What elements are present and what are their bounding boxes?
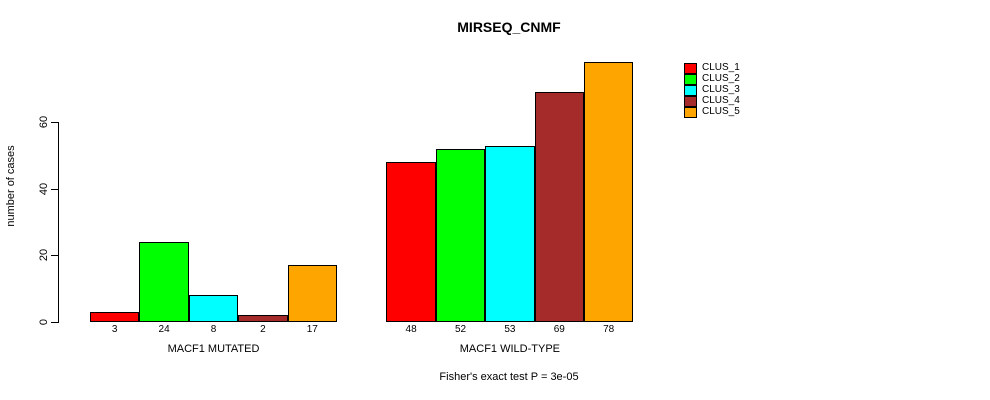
chart-title: MIRSEQ_CNMF [457, 19, 561, 35]
bar-value-label: 69 [553, 324, 565, 335]
bar-clus_2-group2 [435, 149, 486, 322]
y-tick-label-60: 60 [38, 115, 50, 129]
bar-value-label: 52 [454, 324, 467, 335]
y-axis-label: number of cases [5, 145, 17, 227]
bar-value-label: 24 [158, 324, 170, 335]
legend-swatch-clus_2 [684, 74, 697, 85]
y-tick-label-0: 0 [38, 318, 50, 326]
y-axis-line [58, 122, 59, 323]
bar-clus_4-group1 [238, 315, 288, 322]
bar-clus_4-group2 [534, 92, 584, 322]
y-tick-label-20: 20 [38, 248, 50, 262]
legend-label-clus_1: CLUS_1 [702, 62, 740, 73]
bar-clus_3-group1 [188, 295, 239, 322]
legend-label-clus_4: CLUS_4 [702, 95, 740, 106]
bar-clus_1-group2 [386, 162, 436, 322]
bar-value-label: 3 [111, 324, 118, 335]
legend-swatch-clus_1 [684, 63, 697, 74]
bar-clus_2-group1 [139, 242, 189, 322]
bar-clus_5-group2 [584, 62, 634, 322]
group-label-1: MACF1 MUTATED [167, 343, 260, 355]
bar-clus_5-group1 [287, 265, 337, 322]
legend-swatch-clus_5 [684, 107, 697, 118]
group-label-2: MACF1 WILD-TYPE [459, 343, 561, 355]
y-tick-20 [51, 255, 58, 256]
bar-value-label: 78 [603, 324, 615, 335]
y-tick-40 [51, 189, 58, 190]
y-tick-0 [51, 322, 58, 323]
bar-value-label: 53 [504, 324, 516, 335]
legend-label-clus_3: CLUS_3 [702, 84, 740, 95]
y-tick-label-40: 40 [38, 182, 50, 196]
bar-clus_3-group2 [485, 146, 535, 322]
bar-clus_1-group1 [90, 312, 140, 322]
legend-swatch-clus_4 [684, 96, 697, 107]
legend-label-clus_5: CLUS_5 [702, 106, 740, 117]
bar-value-label: 17 [306, 324, 318, 335]
legend-swatch-clus_3 [684, 85, 697, 96]
bar-value-label: 8 [210, 324, 217, 335]
bar-value-label: 2 [260, 324, 266, 335]
bar-value-label: 48 [405, 324, 417, 335]
legend-label-clus_2: CLUS_2 [702, 73, 740, 84]
y-tick-60 [51, 122, 58, 123]
fisher-test-note: Fisher's exact test P = 3e-05 [439, 371, 579, 383]
